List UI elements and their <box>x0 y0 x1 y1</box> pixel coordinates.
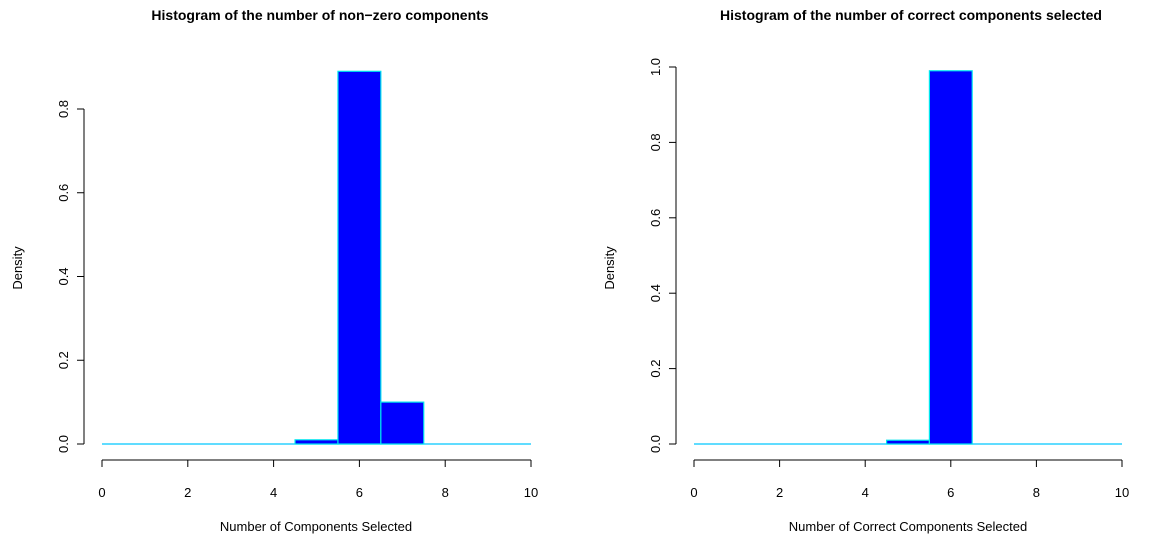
x-tick-label: 6 <box>356 485 363 500</box>
y-axis-label: Density <box>602 246 617 290</box>
histogram-bar-1 <box>928 70 973 445</box>
histogram-bar-2 <box>380 401 425 445</box>
histogram-bar-0 <box>294 439 339 445</box>
histogram-bar-0 <box>885 439 930 445</box>
x-axis-label: Number of Components Selected <box>220 519 412 534</box>
x-tick-label: 10 <box>1115 485 1129 500</box>
x-tick-label: 2 <box>776 485 783 500</box>
x-tick-label: 10 <box>524 485 538 500</box>
x-tick-label: 4 <box>862 485 869 500</box>
histogram-bar-1 <box>337 70 382 445</box>
x-tick-label: 6 <box>947 485 954 500</box>
y-tick-label: 0.8 <box>56 100 71 118</box>
y-tick-label: 0.0 <box>56 435 71 453</box>
y-tick-label: 0.4 <box>648 284 663 302</box>
y-axis-label: Density <box>10 246 25 290</box>
histogram-panel-correct: Histogram of the number of correct compo… <box>602 7 1129 534</box>
x-axis-label: Number of Correct Components Selected <box>789 519 1027 534</box>
x-tick-label: 8 <box>1033 485 1040 500</box>
histogram-panel-nonzero: Histogram of the number of non−zero comp… <box>10 7 538 534</box>
y-tick-label: 0.8 <box>648 133 663 151</box>
y-tick-label: 0.6 <box>648 209 663 227</box>
y-tick-label: 0.2 <box>56 351 71 369</box>
chart-title: Histogram of the number of correct compo… <box>720 7 1102 23</box>
x-tick-label: 0 <box>98 485 105 500</box>
x-tick-label: 0 <box>690 485 697 500</box>
x-tick-label: 8 <box>442 485 449 500</box>
chart-title: Histogram of the number of non−zero comp… <box>151 7 488 23</box>
y-tick-label: 0.0 <box>648 435 663 453</box>
x-tick-label: 2 <box>184 485 191 500</box>
y-tick-label: 0.4 <box>56 267 71 285</box>
y-tick-label: 0.6 <box>56 184 71 202</box>
x-tick-label: 4 <box>270 485 277 500</box>
y-tick-label: 0.2 <box>648 360 663 378</box>
y-tick-label: 1.0 <box>648 58 663 76</box>
